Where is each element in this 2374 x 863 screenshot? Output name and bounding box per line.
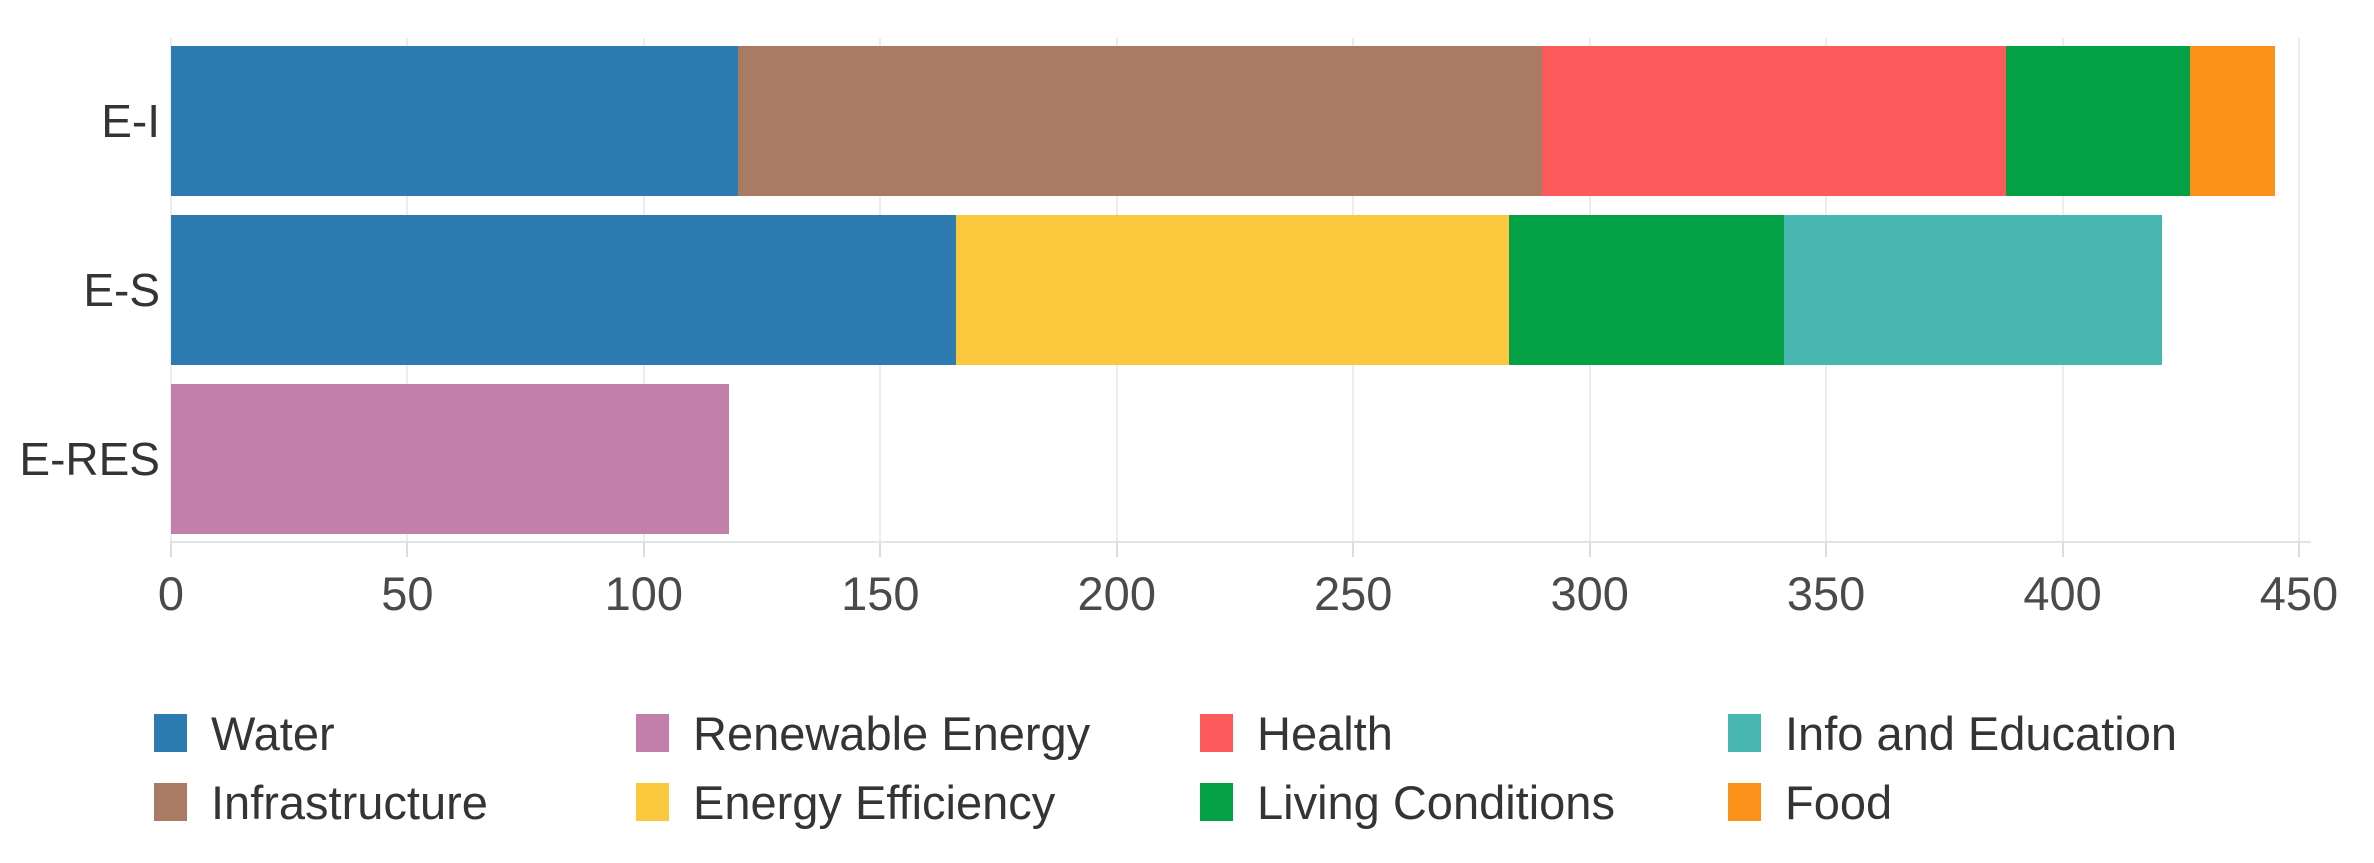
- tick-mark: [879, 541, 882, 557]
- x-tick-label: 350: [1786, 567, 1866, 620]
- bar-row-e-i: E-I: [0, 46, 2374, 196]
- x-tick-label: 0: [157, 567, 185, 620]
- bar-segment-living-conditions: [1509, 215, 1784, 365]
- legend-swatch: [1728, 783, 1761, 821]
- legend-swatch: [1200, 714, 1233, 752]
- y-axis-label: E-S: [83, 264, 160, 316]
- legend-label: Renewable Energy: [693, 707, 1091, 760]
- legend-label: Info and Education: [1785, 707, 2177, 760]
- bar-segment-water: [171, 46, 739, 196]
- bar-segment-energy-efficiency: [955, 215, 1510, 365]
- x-tick-label: 150: [841, 567, 920, 620]
- x-tick-label: 50: [381, 567, 434, 620]
- y-axis-label: E-RES: [19, 433, 160, 485]
- bar-row-e-s: E-S: [0, 215, 2374, 365]
- bar-segment-food: [2190, 46, 2276, 196]
- legend-label: Infrastructure: [211, 776, 488, 829]
- legend-swatch: [636, 783, 669, 821]
- bar-segment-renewable-energy: [171, 384, 729, 534]
- x-tick-label: 400: [2023, 567, 2102, 620]
- bar-row-e-res: E-RES: [0, 384, 2374, 534]
- tick-mark: [406, 541, 409, 557]
- gridline: [2298, 38, 2300, 541]
- bar-segment-water: [171, 215, 956, 365]
- tick-mark: [1352, 541, 1355, 557]
- x-tick-label: 100: [604, 567, 684, 620]
- legend-swatch: [1200, 783, 1233, 821]
- tick-mark: [170, 541, 172, 557]
- legend-label: Health: [1257, 707, 1393, 760]
- bar-segment-living-conditions: [2005, 46, 2191, 196]
- tick-mark: [2298, 541, 2300, 557]
- tick-mark: [642, 541, 645, 557]
- legend-swatch: [154, 714, 187, 752]
- bar-segment-info-and-education: [1783, 215, 2162, 365]
- legend-label: Food: [1785, 776, 1893, 829]
- bar-segment-infrastructure: [738, 46, 1543, 196]
- x-tick-label: 200: [1077, 567, 1156, 620]
- y-axis-label: E-I: [101, 95, 160, 147]
- legend-swatch: [154, 783, 187, 821]
- x-tick-label: 250: [1314, 567, 1393, 620]
- legend-swatch: [636, 714, 669, 752]
- legend-label: Water: [211, 707, 335, 760]
- x-tick-label: 450: [2259, 567, 2339, 620]
- tick-mark: [1825, 541, 1828, 557]
- legend-swatch: [1728, 714, 1761, 752]
- x-axis-line: [171, 541, 2311, 543]
- legend-label: Energy Efficiency: [693, 776, 1056, 829]
- tick-mark: [1588, 541, 1591, 557]
- legend-label: Living Conditions: [1257, 776, 1615, 829]
- x-tick-label: 300: [1550, 567, 1629, 620]
- bar-segment-health: [1542, 46, 2006, 196]
- tick-mark: [2061, 541, 2064, 557]
- tick-mark: [1115, 541, 1118, 557]
